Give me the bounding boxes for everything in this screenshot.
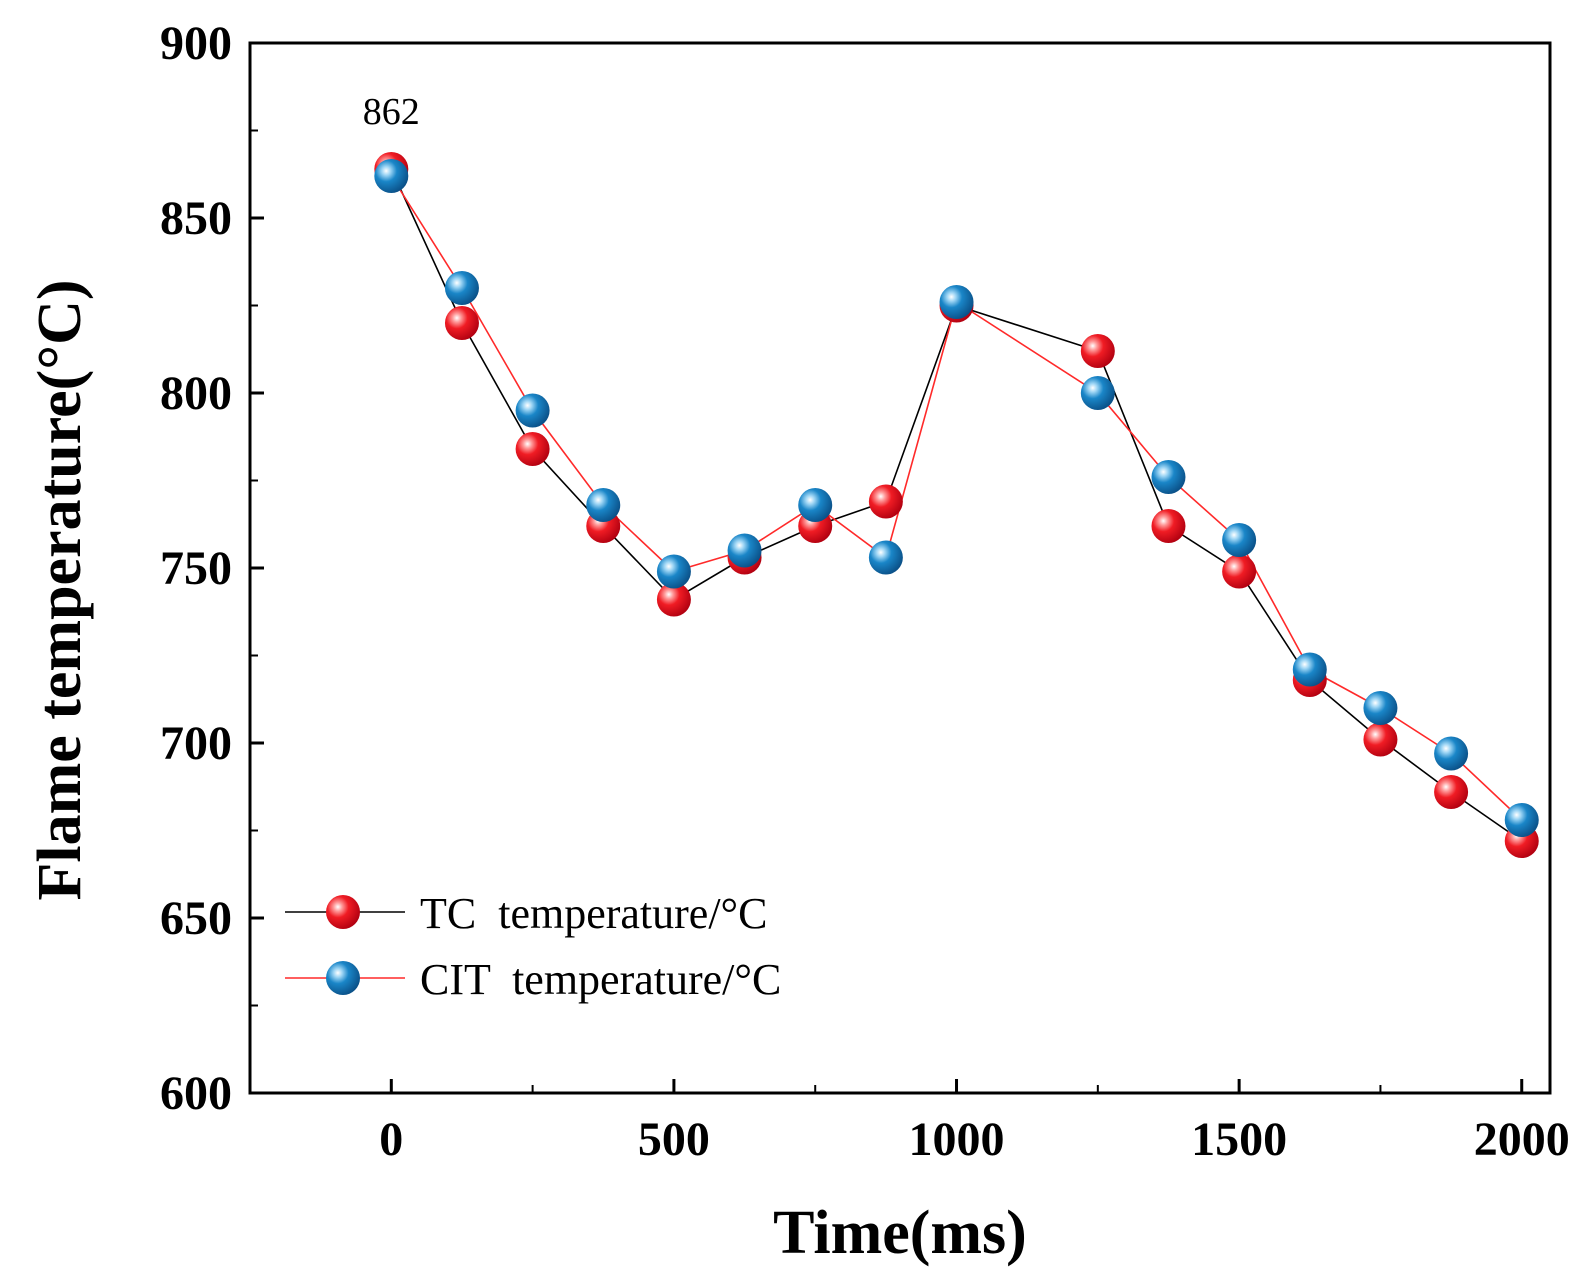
x-tick-label: 2000	[1474, 1113, 1570, 1166]
tc-point	[444, 306, 479, 340]
y-tick-label: 600	[160, 1067, 232, 1120]
series-markers	[374, 152, 1539, 858]
series-lines	[390, 168, 1523, 842]
y-tick-label: 900	[160, 17, 232, 70]
x-axis: 0 500 1000 1500 2000	[249, 1079, 1570, 1166]
y-axis: 600 650 700 750 800 850 900	[160, 17, 264, 1120]
x-tick-label: 1000	[909, 1113, 1005, 1166]
cit-point	[1080, 376, 1115, 410]
y-tick-label: 800	[160, 367, 232, 420]
cit-point	[727, 533, 762, 568]
y-tick-label: 850	[160, 192, 232, 245]
cit-point	[798, 488, 833, 522]
x-tick-label: 0	[379, 1113, 403, 1166]
cit-point	[939, 285, 974, 319]
legend-marker	[326, 895, 360, 929]
data-annotation: 862	[363, 91, 420, 133]
cit-point	[1292, 652, 1327, 687]
cit-point	[1504, 803, 1539, 837]
tc-point	[1434, 775, 1469, 809]
y-tick-label: 650	[160, 892, 232, 945]
y-tick-label: 700	[160, 717, 232, 770]
tc-point	[1080, 334, 1115, 368]
y-tick-label: 750	[160, 542, 232, 595]
x-tick-label: 1500	[1191, 1113, 1287, 1166]
legend-label: CIT temperature/°C	[420, 955, 781, 1004]
annotations: 862	[363, 91, 420, 133]
cit-point	[656, 554, 691, 589]
x-axis-title: Time(ms)	[773, 1199, 1027, 1267]
tc-point	[1222, 554, 1257, 589]
cit-point	[1222, 523, 1257, 557]
tc-point	[868, 484, 903, 519]
cit-point	[586, 488, 621, 522]
series-line-cit	[390, 175, 1523, 821]
cit-point	[1434, 736, 1469, 771]
cit-point	[374, 159, 409, 193]
cit-point	[1363, 691, 1398, 725]
cit-point	[444, 271, 479, 305]
tc-point	[1363, 722, 1398, 757]
cit-point	[868, 540, 903, 575]
tc-point	[515, 432, 550, 466]
legend: TC temperature/°C CIT temperature/°C	[285, 889, 781, 1004]
x-tick-label: 500	[638, 1113, 710, 1166]
cit-point	[515, 393, 550, 428]
cit-point	[1151, 460, 1186, 494]
tc-point	[1151, 509, 1186, 543]
tc-point	[656, 582, 691, 617]
y-axis-title: Flame temperature(°C)	[26, 280, 94, 901]
legend-marker	[326, 961, 360, 995]
legend-label: TC temperature/°C	[420, 889, 768, 938]
series-line-tc	[390, 168, 1523, 842]
